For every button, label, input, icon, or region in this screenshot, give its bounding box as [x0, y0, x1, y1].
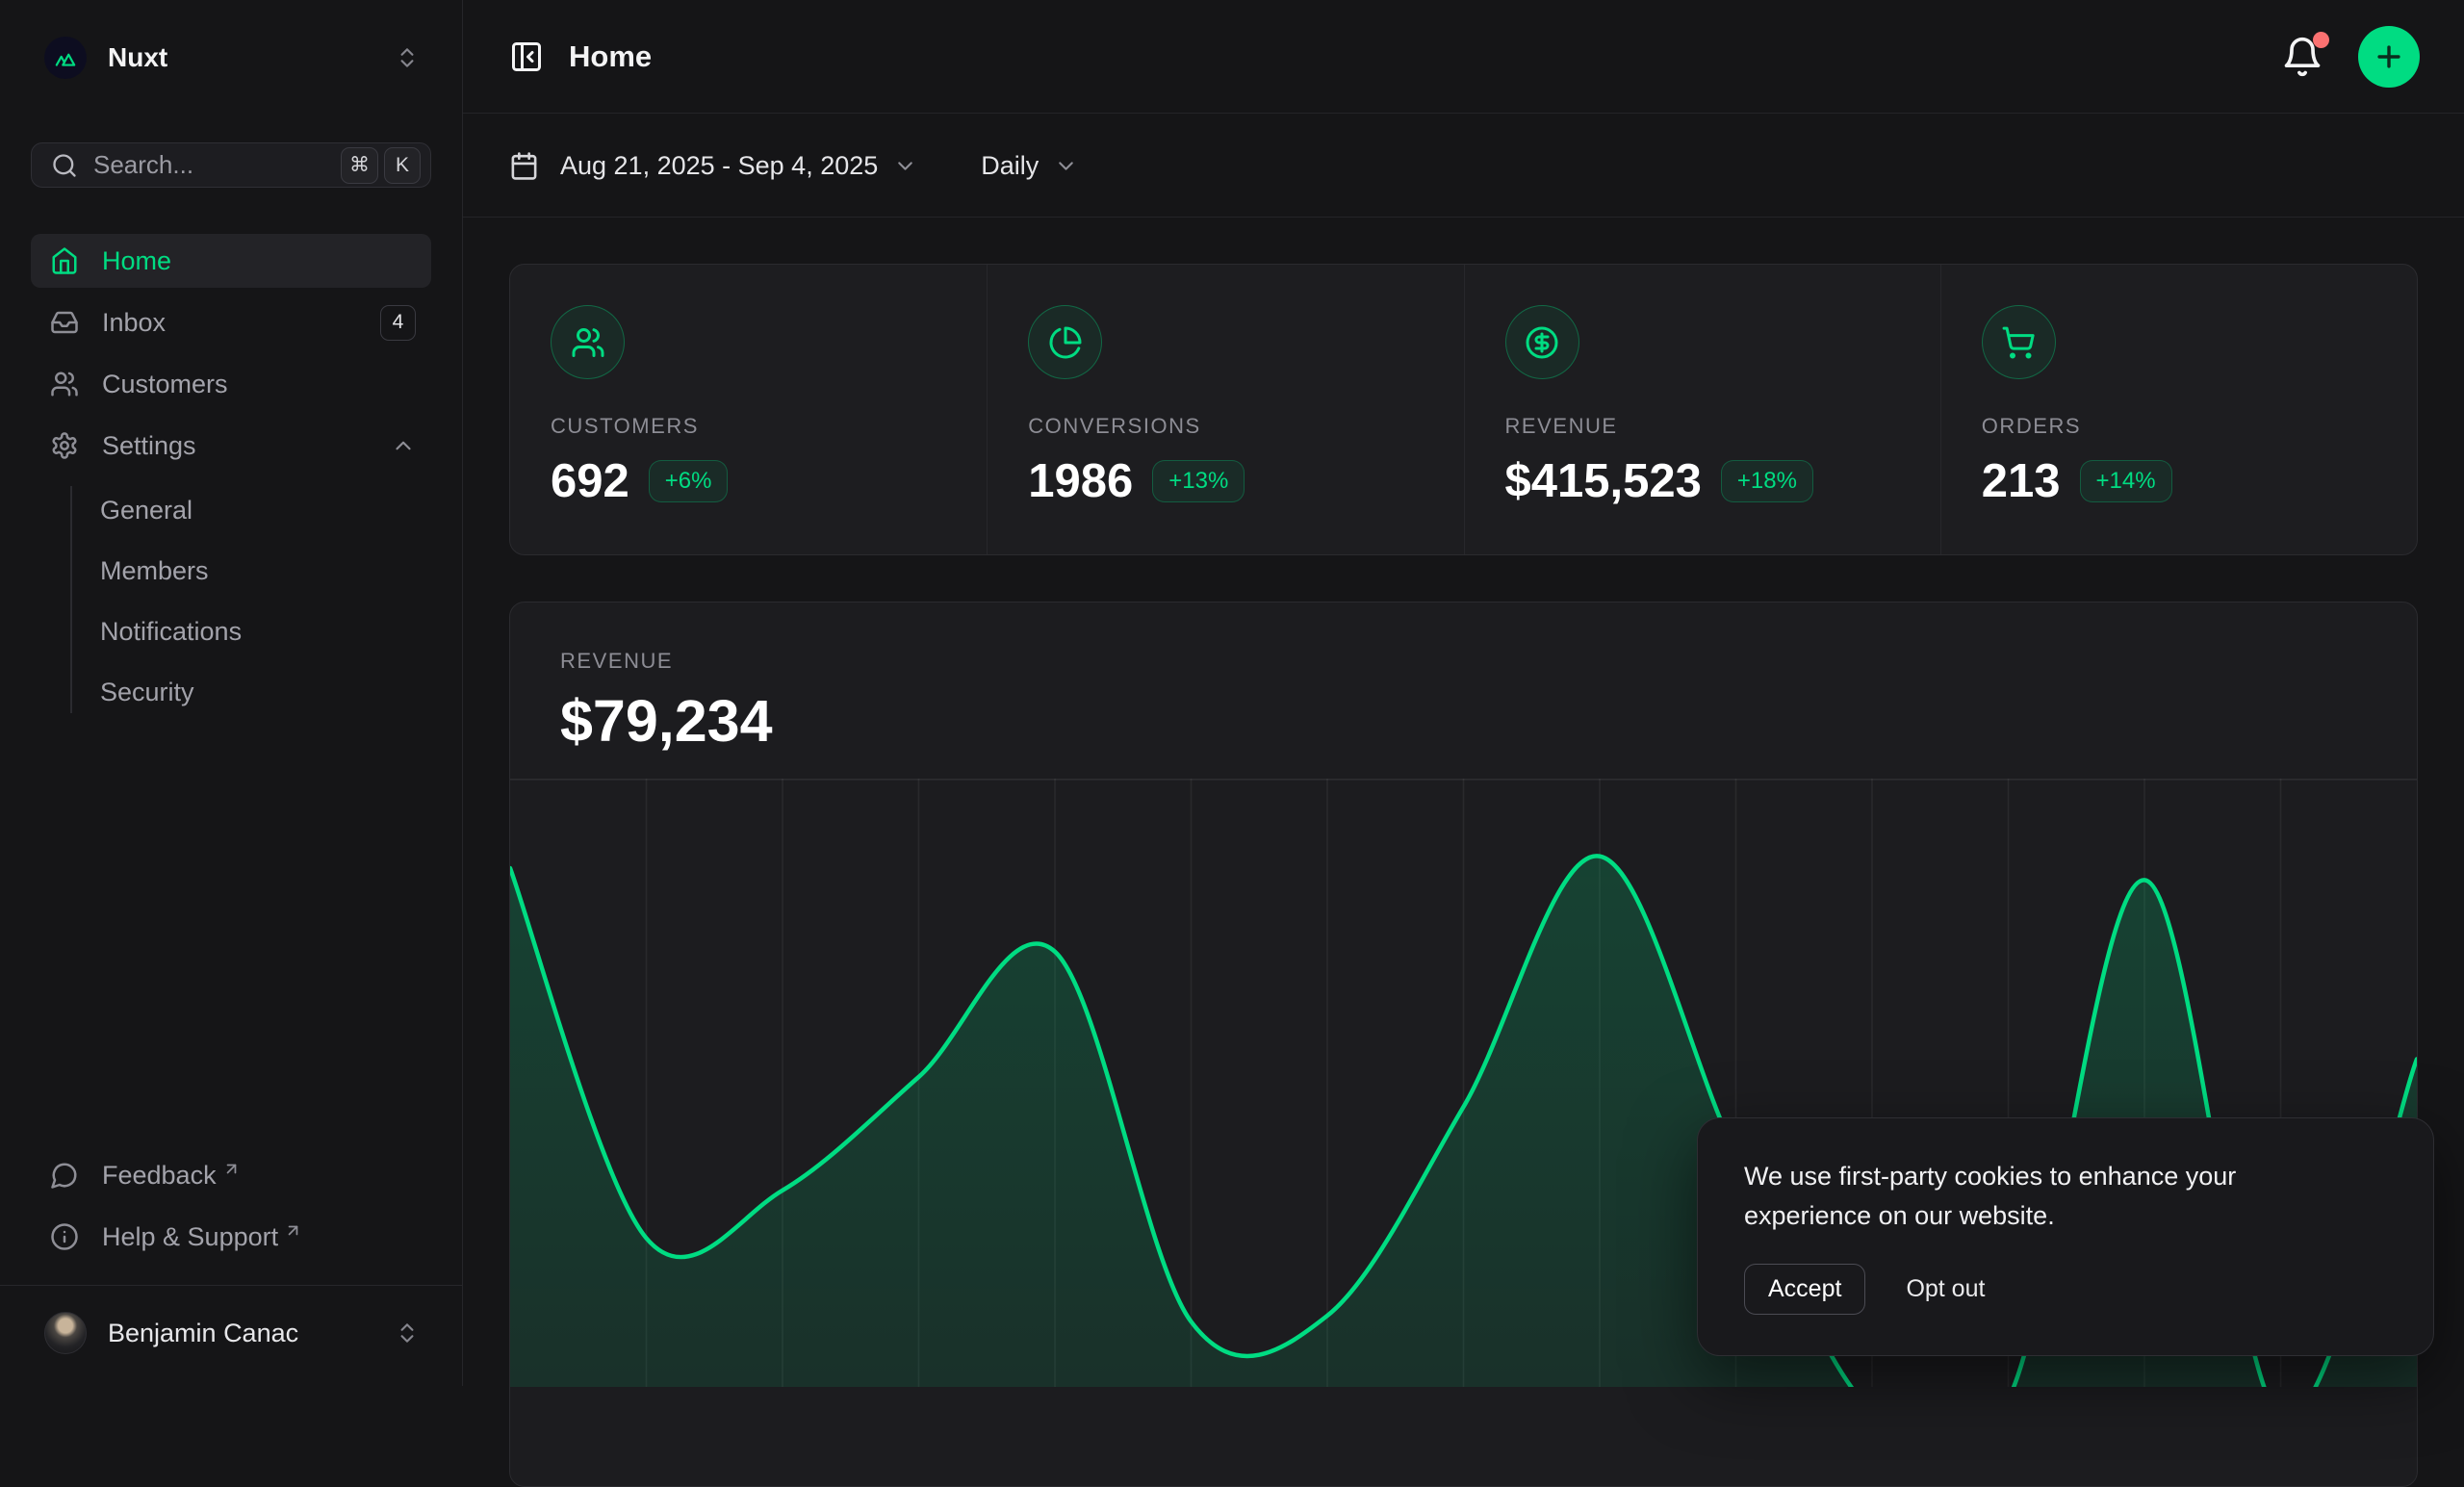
chevron-up-icon: [391, 433, 416, 458]
granularity-select[interactable]: Daily: [981, 151, 1078, 181]
stat-revenue[interactable]: REVENUE $415,523 +18%: [1463, 265, 1940, 554]
pie-chart-icon: [1048, 325, 1083, 360]
stat-value: 1986: [1028, 455, 1134, 507]
users-icon: [50, 370, 79, 398]
chart-title: REVENUE: [560, 649, 674, 673]
stat-label: CONVERSIONS: [1028, 414, 1201, 438]
stat-value: 692: [551, 455, 629, 507]
sidebar-item-notifications[interactable]: Notifications: [100, 617, 243, 646]
user-menu[interactable]: Benjamin Canac: [31, 1286, 431, 1386]
chart-total-value: $79,234: [560, 688, 773, 754]
kbd-cmd: ⌘: [341, 146, 378, 184]
search-input[interactable]: Search... ⌘ K: [31, 142, 431, 188]
cookie-accept-button[interactable]: Accept: [1744, 1264, 1866, 1315]
chart-line: [510, 854, 2417, 1387]
search-icon: [51, 152, 78, 179]
external-link-icon: [222, 1160, 241, 1178]
cookie-banner: We use first-party cookies to enhance yo…: [1697, 1117, 2434, 1356]
stat-conversions[interactable]: CONVERSIONS 1986 +13%: [987, 265, 1463, 554]
info-icon: [50, 1222, 79, 1251]
team-name: Nuxt: [108, 42, 168, 72]
date-range-picker[interactable]: Aug 21, 2025 - Sep 4, 2025: [509, 151, 917, 181]
stat-customers[interactable]: CUSTOMERS 692 +6%: [510, 265, 987, 554]
nuxt-logo-icon: [44, 37, 87, 79]
search-placeholder: Search...: [93, 150, 194, 179]
sidebar-item-help-support[interactable]: Help & Support: [31, 1210, 431, 1264]
revenue-area-chart[interactable]: [510, 779, 2417, 1387]
stat-label: REVENUE: [1504, 414, 1618, 438]
subnav-guide-line: [70, 486, 72, 713]
gear-icon: [50, 431, 79, 460]
stat-orders[interactable]: ORDERS 213 +14%: [1939, 265, 2417, 554]
sidebar-item-feedback[interactable]: Feedback: [31, 1148, 431, 1202]
users-icon: [571, 325, 605, 360]
plus-icon: [2377, 44, 2400, 68]
sidebar-item-label: Home: [102, 245, 172, 275]
sidebar-item-settings[interactable]: Settings: [31, 419, 431, 473]
stat-delta-badge: +14%: [2079, 460, 2172, 502]
sidebar-collapse-icon[interactable]: [509, 39, 544, 74]
add-button[interactable]: [2358, 25, 2420, 88]
calendar-icon: [509, 151, 539, 181]
granularity-value: Daily: [981, 150, 1040, 180]
home-icon: [50, 246, 79, 275]
shopping-cart-icon: [2001, 325, 2036, 360]
bell-icon: [2284, 37, 2321, 76]
inbox-count-badge: 4: [380, 304, 416, 341]
sidebar-item-members[interactable]: Members: [100, 556, 209, 585]
kbd-k: K: [384, 146, 421, 184]
chevrons-up-down-icon: [395, 1320, 420, 1346]
sidebar-item-label: Help & Support: [102, 1221, 279, 1251]
sidebar: Nuxt Search... ⌘ K Home Inbox 4: [0, 0, 463, 1386]
stats-card: CUSTOMERS 692 +6% CONVERSIONS 1986 +13% …: [509, 264, 2418, 555]
sidebar-item-label: Feedback: [102, 1160, 217, 1190]
chevron-down-icon: [893, 154, 917, 178]
sidebar-item-home[interactable]: Home: [31, 234, 431, 288]
stat-delta-badge: +13%: [1152, 460, 1245, 502]
topbar: Home: [463, 0, 2464, 114]
sidebar-nav: Home Inbox 4 Customers Settings: [31, 234, 431, 729]
cookie-message: We use first-party cookies to enhance yo…: [1744, 1162, 2237, 1230]
sidebar-footer-nav: Feedback Help & Support: [31, 1148, 431, 1271]
sidebar-divider: [0, 1285, 462, 1286]
inbox-icon: [50, 308, 79, 337]
dollar-circle-icon: [1525, 325, 1559, 360]
cookie-optout-button[interactable]: Opt out: [1906, 1275, 1986, 1302]
chart-area-fill: [510, 856, 2417, 1387]
stat-delta-badge: +6%: [648, 460, 729, 502]
chat-bubble-icon: [50, 1161, 79, 1190]
external-link-icon: [284, 1221, 302, 1240]
notifications-button[interactable]: [2272, 26, 2333, 88]
team-switcher[interactable]: Nuxt: [31, 27, 431, 89]
sidebar-item-customers[interactable]: Customers: [31, 357, 431, 411]
stat-value: $415,523: [1504, 455, 1702, 507]
user-avatar: [44, 1312, 87, 1354]
settings-subnav: General Members Notifications Security: [31, 480, 431, 723]
sidebar-item-label: Customers: [102, 369, 228, 398]
sidebar-item-inbox[interactable]: Inbox 4: [31, 295, 431, 349]
sidebar-item-general[interactable]: General: [100, 496, 193, 525]
stat-value: 213: [1981, 455, 2061, 507]
stat-delta-badge: +18%: [1720, 460, 1813, 502]
notification-dot: [2313, 31, 2329, 48]
date-range-value: Aug 21, 2025 - Sep 4, 2025: [560, 150, 879, 180]
page-title: Home: [569, 38, 653, 73]
stat-label: ORDERS: [1981, 414, 2082, 438]
user-name: Benjamin Canac: [108, 1318, 299, 1347]
sidebar-spacer: [31, 729, 431, 1148]
filter-bar: Aug 21, 2025 - Sep 4, 2025 Daily: [463, 115, 2464, 218]
chevrons-up-down-icon: [395, 45, 420, 70]
sidebar-item-security[interactable]: Security: [100, 678, 194, 706]
sidebar-item-label: Inbox: [102, 307, 167, 337]
stat-label: CUSTOMERS: [551, 414, 700, 438]
sidebar-item-label: Settings: [102, 430, 196, 460]
chevron-down-icon: [1054, 154, 1078, 178]
